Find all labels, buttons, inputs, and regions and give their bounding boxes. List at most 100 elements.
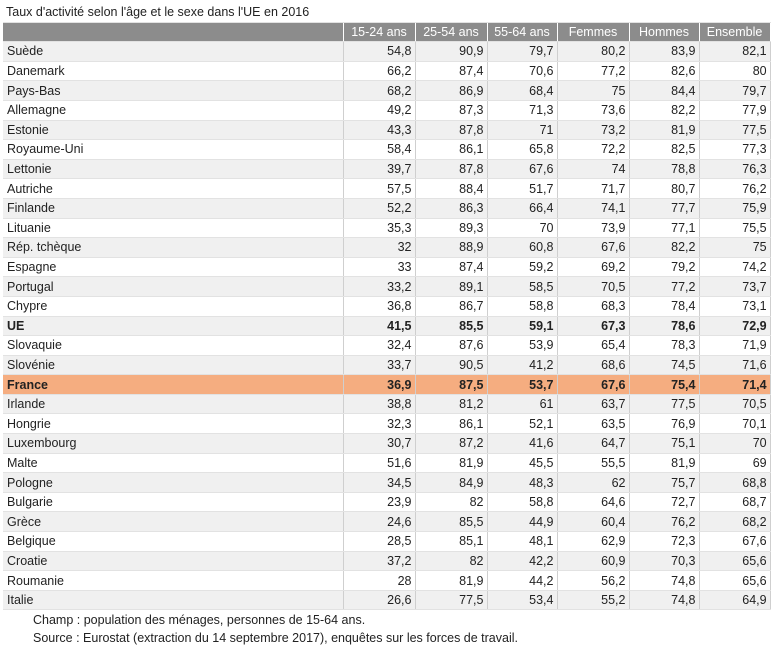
value-cell: 70,5 [699,394,771,415]
value-cell: 71,7 [557,178,630,199]
value-cell: 52,1 [487,413,558,435]
value-cell: 53,7 [487,374,558,395]
value-cell: 86,7 [415,296,488,317]
value-cell: 74,8 [629,570,700,591]
table-row: Danemark 66,2 87,4 70,6 77,2 82,6 80 [3,61,771,82]
value-cell: 36,8 [343,296,416,317]
table-row: Allemagne 49,2 87,3 71,3 73,6 82,2 77,9 [3,100,771,121]
table-row: Slovénie 33,7 90,5 41,2 68,6 74,5 71,6 [3,355,771,376]
value-cell: 71,6 [699,355,771,376]
value-cell: 90,5 [415,355,488,376]
value-cell: 70,6 [487,61,558,82]
header-55-64: 55-64 ans [487,22,558,43]
country-name: Irlande [3,394,344,415]
value-cell: 86,3 [415,198,488,219]
country-name: Chypre [3,296,344,317]
country-name: Suède [3,41,344,62]
table-row: Royaume-Uni 58,4 86,1 65,8 72,2 82,5 77,3 [3,139,771,160]
country-name: Lituanie [3,218,344,239]
value-cell: 33,2 [343,276,416,297]
table-row: Lituanie 35,3 89,3 70 73,9 77,1 75,5 [3,218,771,239]
header-femmes: Femmes [557,22,630,43]
header-25-54: 25-54 ans [415,22,488,43]
value-cell: 33,7 [343,355,416,376]
scope-note: Champ : population des ménages, personne… [3,609,771,629]
value-cell: 59,1 [487,316,558,337]
table-row: Chypre 36,8 86,7 58,8 68,3 78,4 73,1 [3,296,771,317]
value-cell: 82,1 [699,41,771,62]
value-cell: 68,4 [487,80,558,101]
value-cell: 81,9 [629,453,700,474]
value-cell: 67,3 [557,316,630,337]
value-cell: 74,1 [557,198,630,219]
table-row: Luxembourg 30,7 87,2 41,6 64,7 75,1 70 [3,433,771,454]
value-cell: 68,3 [557,296,630,317]
value-cell: 44,9 [487,511,558,533]
value-cell: 74,5 [629,355,700,376]
value-cell: 45,5 [487,453,558,474]
value-cell: 75 [699,237,771,258]
value-cell: 69 [699,453,771,474]
value-cell: 87,4 [415,257,488,278]
value-cell: 87,3 [415,100,488,121]
value-cell: 76,2 [629,511,700,533]
table-row: Roumanie 28 81,9 44,2 56,2 74,8 65,6 [3,570,771,591]
value-cell: 75 [557,80,630,101]
value-cell: 67,6 [487,159,558,180]
value-cell: 24,6 [343,511,416,533]
table-row: Suède 54,8 90,9 79,7 80,2 83,9 82,1 [3,41,771,62]
value-cell: 80,7 [629,178,700,199]
value-cell: 41,6 [487,433,558,454]
country-name: Autriche [3,178,344,199]
value-cell: 72,9 [699,316,771,337]
table-row: Hongrie 32,3 86,1 52,1 63,5 76,9 70,1 [3,413,771,435]
table-row: Bulgarie 23,9 82 58,8 64,6 72,7 68,7 [3,492,771,513]
value-cell: 78,6 [629,316,700,337]
value-cell: 28,5 [343,531,416,552]
value-cell: 23,9 [343,492,416,513]
country-name: Pays-Bas [3,80,344,101]
value-cell: 75,4 [629,374,700,395]
value-cell: 64,9 [699,590,771,611]
header-row: 15-24 ans 25-54 ans 55-64 ans Femmes Hom… [3,22,771,43]
value-cell: 60,8 [487,237,558,258]
value-cell: 41,5 [343,316,416,337]
value-cell: 33 [343,257,416,278]
value-cell: 72,3 [629,531,700,552]
value-cell: 48,1 [487,531,558,552]
value-cell: 72,7 [629,492,700,513]
value-cell: 39,7 [343,159,416,180]
spreadsheet: Taux d'activité selon l'âge et le sexe d… [3,3,771,648]
country-name: Roumanie [3,570,344,591]
value-cell: 68,2 [343,80,416,101]
value-cell: 87,5 [415,374,488,395]
table-row: Pays-Bas 68,2 86,9 68,4 75 84,4 79,7 [3,80,771,101]
value-cell: 67,6 [699,531,771,552]
value-cell: 65,6 [699,570,771,591]
header-hommes: Hommes [629,22,700,43]
country-name: Estonie [3,120,344,141]
value-cell: 70 [487,218,558,239]
value-cell: 82,6 [629,61,700,82]
value-cell: 87,2 [415,433,488,454]
value-cell: 62,9 [557,531,630,552]
value-cell: 66,2 [343,61,416,82]
value-cell: 41,2 [487,355,558,376]
value-cell: 79,7 [487,41,558,62]
table-row: Slovaquie 32,4 87,6 53,9 65,4 78,3 71,9 [3,335,771,356]
value-cell: 82 [415,551,488,572]
value-cell: 73,2 [557,120,630,141]
value-cell: 84,9 [415,472,488,493]
value-cell: 37,2 [343,551,416,572]
country-name: Danemark [3,61,344,82]
header-ensemble: Ensemble [699,22,771,43]
value-cell: 72,2 [557,139,630,160]
value-cell: 73,1 [699,296,771,317]
value-cell: 82,2 [629,100,700,121]
value-cell: 81,9 [415,570,488,591]
source-note: Source : Eurostat (extraction du 14 sept… [3,629,771,648]
country-name: Portugal [3,276,344,297]
value-cell: 44,2 [487,570,558,591]
value-cell: 79,2 [629,257,700,278]
value-cell: 74,8 [629,590,700,611]
